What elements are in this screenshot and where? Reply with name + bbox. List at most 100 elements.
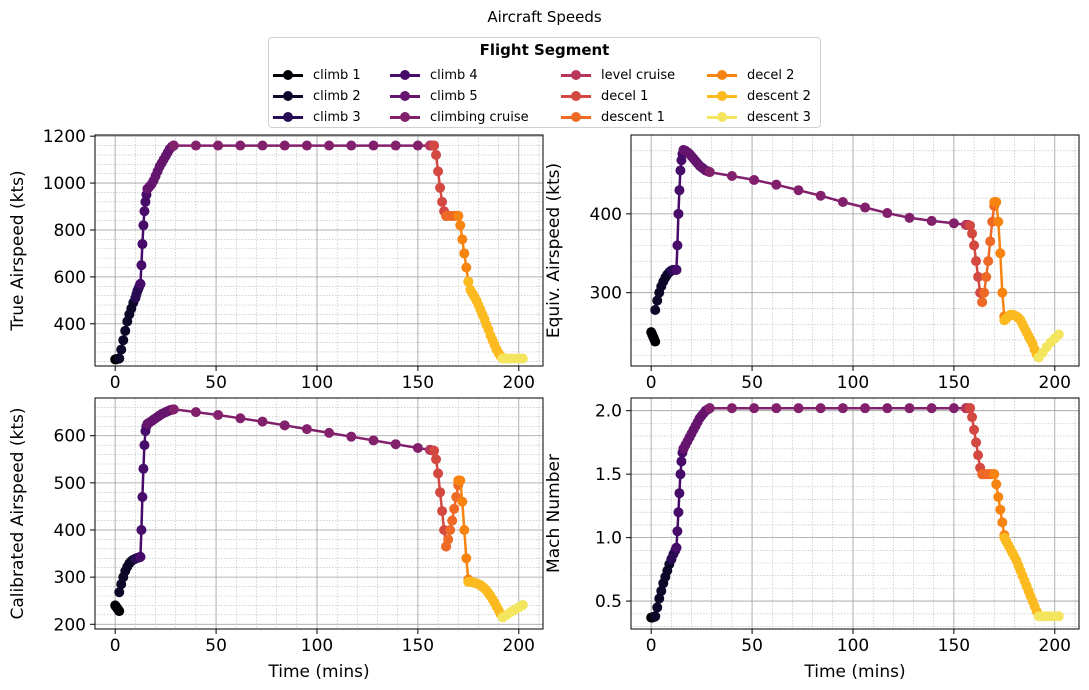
data-point <box>459 248 470 259</box>
data-point <box>904 212 915 223</box>
x-tick-label: 200 <box>503 636 535 656</box>
y-tick-label: 1.5 <box>595 465 622 485</box>
data-point <box>453 210 464 221</box>
data-point <box>301 140 312 151</box>
legend-swatch <box>561 90 591 102</box>
data-point <box>652 295 663 306</box>
data-point <box>675 469 686 480</box>
data-point <box>967 228 978 239</box>
data-point <box>168 140 179 151</box>
x-tick-label: 150 <box>402 636 434 656</box>
figure-title: Aircraft Speeds <box>487 8 602 26</box>
x-tick-label: 150 <box>938 636 970 656</box>
x-tick-label: 200 <box>1039 373 1071 393</box>
legend-item: climb 3 <box>273 107 361 127</box>
legend-swatch <box>273 90 303 102</box>
data-point <box>985 236 996 247</box>
data-point <box>995 248 1006 259</box>
data-point <box>517 599 528 610</box>
data-point <box>190 140 201 151</box>
y-tick-label: 400 <box>54 521 86 541</box>
data-point <box>137 492 148 502</box>
data-point <box>461 262 472 273</box>
legend-swatch <box>273 111 303 123</box>
data-point <box>675 165 686 176</box>
legend-item: decel 2 <box>707 65 794 85</box>
data-point <box>969 424 980 435</box>
data-point <box>650 305 661 316</box>
data-point <box>412 442 423 453</box>
data-point <box>793 185 804 196</box>
data-point <box>461 553 472 564</box>
data-point <box>114 606 125 617</box>
legend-label: descent 2 <box>747 88 811 104</box>
data-point <box>368 435 379 446</box>
data-point <box>135 551 146 562</box>
y-tick-label: 600 <box>54 427 86 447</box>
legend-item: climb 2 <box>273 86 361 106</box>
data-point <box>390 439 401 450</box>
y-tick-label: 200 <box>54 615 86 635</box>
data-point <box>235 413 246 424</box>
data-point <box>971 437 982 448</box>
data-point <box>433 166 444 177</box>
data-point <box>517 353 528 364</box>
x-tick-label: 50 <box>741 373 763 393</box>
subplot-1: 0 50 100 150 200 400 600 800 1000 1200 True Airspe… <box>8 127 544 393</box>
legend-swatch <box>561 111 591 123</box>
y-tick-label: 1200 <box>43 127 86 147</box>
y-tick-label: 300 <box>590 284 622 304</box>
legend-item: climb 1 <box>273 65 361 85</box>
data-point <box>965 220 976 231</box>
y-tick-label: 400 <box>590 205 622 225</box>
data-point <box>650 611 661 622</box>
data-point <box>704 167 715 178</box>
data-point <box>749 174 760 185</box>
x-tick-label: 100 <box>837 636 869 656</box>
legend-item: descent 2 <box>707 86 811 106</box>
data-point <box>437 196 448 207</box>
data-point <box>279 420 290 431</box>
data-point <box>435 182 446 193</box>
data-point <box>674 185 685 196</box>
x-tick-label: 0 <box>110 373 121 393</box>
data-point <box>671 542 682 553</box>
data-point <box>257 416 268 427</box>
legend-label: decel 1 <box>601 88 649 104</box>
x-tick-label: 100 <box>837 373 869 393</box>
legend-item: decel 1 <box>561 86 648 106</box>
data-point <box>429 140 440 151</box>
data-point <box>726 403 737 414</box>
data-point <box>882 208 893 219</box>
data-point <box>279 140 290 151</box>
data-point <box>672 526 683 537</box>
legend-label: climb 4 <box>430 67 478 83</box>
x-axis-label: Time (mins) <box>803 662 905 682</box>
data-point <box>997 517 1008 528</box>
data-point <box>993 492 1004 502</box>
legend-item: level cruise <box>561 65 675 85</box>
data-point <box>991 197 1002 208</box>
data-point <box>346 140 357 151</box>
data-point <box>455 220 466 231</box>
data-point <box>726 170 737 181</box>
x-axis-label: Time (mins) <box>267 662 369 682</box>
data-point <box>138 220 149 231</box>
data-point <box>324 140 335 151</box>
legend-label: climbing cruise <box>430 109 529 125</box>
data-point <box>139 440 150 451</box>
data-point <box>463 276 474 287</box>
legend-swatch <box>273 69 303 81</box>
data-point <box>139 206 150 217</box>
data-point <box>926 403 937 414</box>
data-point <box>749 403 760 414</box>
x-tick-label: 150 <box>402 373 434 393</box>
data-point <box>948 218 959 229</box>
data-point <box>168 404 179 415</box>
data-point <box>431 149 442 160</box>
legend-swatch <box>390 69 420 81</box>
x-tick-label: 100 <box>301 636 333 656</box>
data-point <box>116 344 127 355</box>
x-tick-label: 50 <box>741 636 763 656</box>
